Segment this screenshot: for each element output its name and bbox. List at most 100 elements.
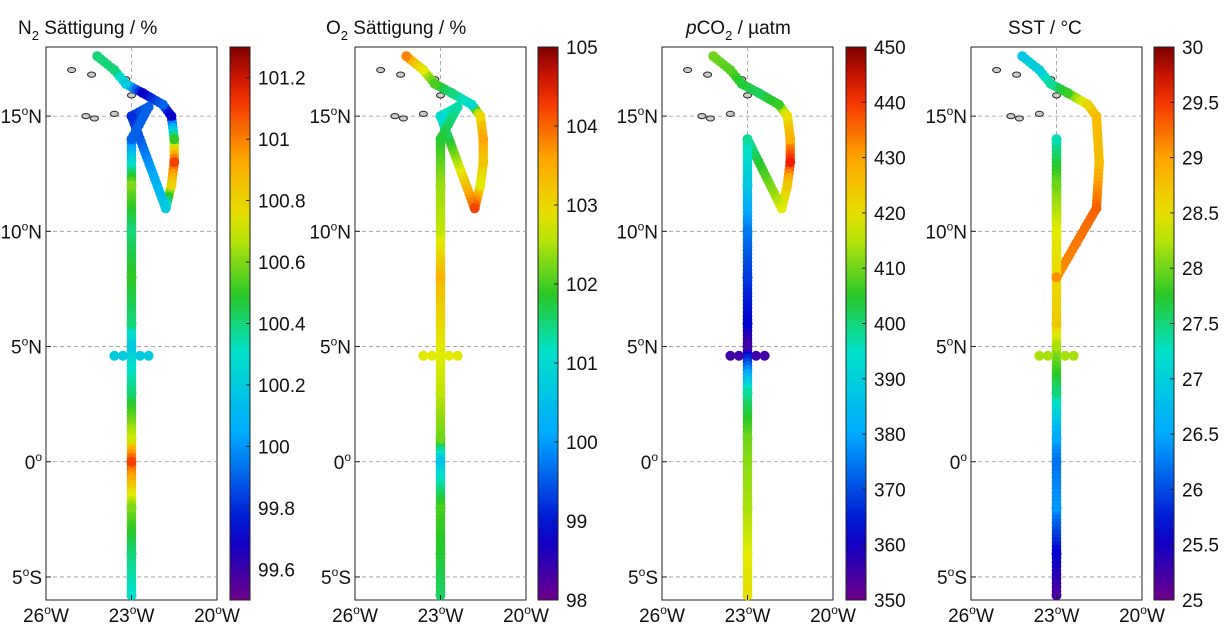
- data-point: [92, 51, 103, 62]
- data-point: [478, 134, 489, 145]
- data-point: [1051, 502, 1062, 513]
- x-tick-label: 26oW: [23, 603, 69, 627]
- title-rest: Sättigung / %: [39, 18, 157, 39]
- tick-hemisphere: W: [531, 606, 549, 627]
- x-tick-label: 20oW: [194, 603, 240, 627]
- title-subscript: 2: [341, 28, 348, 43]
- tick-degree: o: [947, 219, 954, 233]
- tick-degree: o: [344, 450, 351, 464]
- data-point: [1051, 226, 1062, 237]
- tick-degree: o: [831, 603, 838, 617]
- colorbar-tick-label: 28.5: [1182, 204, 1219, 225]
- data-point: [1062, 88, 1073, 99]
- tick-number: 15: [925, 107, 946, 128]
- y-tick-label: 0o: [25, 450, 43, 474]
- data-point: [401, 51, 412, 62]
- tick-hemisphere: S: [954, 568, 967, 589]
- x-tick-label: 23oW: [109, 603, 155, 627]
- data-point: [733, 350, 744, 361]
- data-point: [435, 341, 446, 352]
- island-shape: [1012, 71, 1022, 78]
- colorbar-tick-label: 450: [874, 38, 906, 59]
- data-point: [1091, 203, 1102, 214]
- data-point: [475, 180, 486, 191]
- island-shape: [89, 115, 99, 122]
- tick-degree: o: [660, 603, 667, 617]
- data-point: [126, 341, 137, 352]
- data-point: [1071, 237, 1082, 248]
- tick-hemisphere: S: [338, 568, 351, 589]
- tick-number: 20: [194, 606, 215, 627]
- data-point: [742, 226, 753, 237]
- island-shape: [87, 71, 97, 78]
- tick-hemisphere: N: [953, 107, 967, 128]
- data-point: [776, 203, 787, 214]
- tick-number: 26: [332, 606, 353, 627]
- island-shape: [705, 115, 715, 122]
- colorbar-tick-label: 99.8: [258, 499, 295, 520]
- colorbar-tick-label: 350: [874, 591, 906, 612]
- tick-hemisphere: W: [1061, 606, 1079, 627]
- data-point: [773, 99, 784, 110]
- tick-number: 23: [109, 606, 130, 627]
- data-point: [1051, 456, 1062, 467]
- tick-number: 10: [309, 222, 330, 243]
- data-point: [469, 203, 480, 214]
- data-point: [742, 180, 753, 191]
- tick-degree: o: [331, 335, 338, 349]
- tick-number: 5: [11, 338, 22, 359]
- tick-degree: o: [746, 603, 753, 617]
- island-shape: [697, 113, 707, 120]
- panel-2: O2 Sättigung / %26oW 23oW 20oW5oS0o5oN10oN…: [309, 18, 598, 627]
- data-point: [452, 101, 463, 112]
- tick-number: 0: [334, 453, 345, 474]
- colorbar: [537, 46, 559, 601]
- tick-hemisphere: N: [644, 338, 658, 359]
- tick-number: 0: [950, 453, 961, 474]
- island-shape: [398, 115, 408, 122]
- data-point: [157, 99, 168, 110]
- tick-degree: o: [439, 603, 446, 617]
- data-point: [166, 180, 177, 191]
- tick-degree: o: [35, 450, 42, 464]
- data-point: [1051, 433, 1062, 444]
- tick-degree: o: [960, 450, 967, 464]
- tick-hemisphere: N: [28, 338, 42, 359]
- island-shape: [743, 92, 752, 99]
- data-point: [126, 456, 137, 467]
- colorbar-tick-label: 105: [566, 38, 598, 59]
- tick-degree: o: [22, 104, 29, 118]
- island-shape: [1014, 115, 1024, 122]
- data-point: [109, 350, 120, 361]
- data-point: [725, 350, 736, 361]
- tick-hemisphere: W: [838, 606, 856, 627]
- data-point: [1051, 318, 1062, 329]
- data-point: [435, 387, 446, 398]
- tick-degree: o: [651, 450, 658, 464]
- data-point: [137, 88, 148, 99]
- tick-number: 20: [810, 606, 831, 627]
- data-point: [1051, 341, 1062, 352]
- data-point: [126, 134, 137, 145]
- tick-number: 5: [320, 338, 331, 359]
- colorbar-tick-label: 25.5: [1182, 536, 1219, 557]
- tick-number: 20: [1119, 606, 1140, 627]
- colorbar-tick-label: 400: [874, 315, 906, 336]
- data-point: [478, 157, 489, 168]
- tick-number: 0: [641, 453, 652, 474]
- data-point: [435, 433, 446, 444]
- data-point: [418, 350, 429, 361]
- tick-number: 0: [25, 453, 36, 474]
- tick-hemisphere: N: [337, 222, 351, 243]
- title-main: CO: [697, 18, 726, 39]
- data-point: [435, 548, 446, 559]
- tick-number: 15: [616, 107, 637, 128]
- tick-number: 23: [1034, 606, 1055, 627]
- y-tick-label: 5oS: [12, 565, 42, 589]
- data-point: [466, 99, 477, 110]
- data-point: [126, 180, 137, 191]
- y-tick-label: 0o: [334, 450, 352, 474]
- tick-degree: o: [638, 219, 645, 233]
- island-shape: [376, 66, 386, 74]
- data-point: [1051, 387, 1062, 398]
